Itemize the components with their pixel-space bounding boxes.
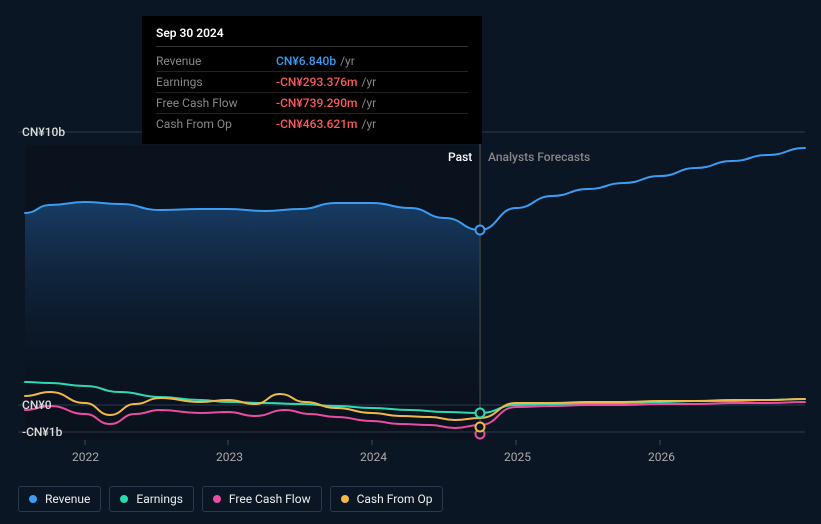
tooltip-row: Earnings -CN¥293.376m /yr (156, 72, 468, 93)
tooltip-row-label: Earnings (156, 75, 276, 89)
legend-label: Cash From Op (357, 492, 433, 506)
legend-item-cash-from-op[interactable]: Cash From Op (330, 486, 444, 512)
tooltip-row-value: -CN¥739.290m (276, 96, 358, 110)
legend-dot-icon (341, 495, 349, 503)
chart-tooltip: Sep 30 2024 Revenue CN¥6.840b /yr Earnin… (142, 16, 482, 144)
tooltip-row: Cash From Op -CN¥463.621m /yr (156, 114, 468, 134)
legend-dot-icon (120, 495, 128, 503)
x-label-0: 2022 (72, 450, 99, 464)
tooltip-row-unit: /yr (362, 96, 377, 110)
legend-label: Revenue (45, 492, 90, 506)
tooltip-row: Free Cash Flow -CN¥739.290m /yr (156, 93, 468, 114)
tooltip-row-value: -CN¥293.376m (276, 75, 358, 89)
tooltip-date: Sep 30 2024 (156, 26, 468, 47)
section-label-forecasts: Analysts Forecasts (488, 150, 590, 164)
tooltip-row-unit: /yr (340, 54, 355, 68)
financial-chart: Past Analysts Forecasts CN¥10b CN¥0 -CN¥… (0, 0, 821, 524)
y-label-2: -CN¥1b (22, 425, 62, 439)
y-label-1: CN¥0 (22, 398, 52, 412)
tooltip-row-unit: /yr (362, 75, 377, 89)
x-label-1: 2023 (216, 450, 243, 464)
legend-label: Free Cash Flow (229, 492, 311, 506)
legend-dot-icon (213, 495, 221, 503)
tooltip-row-label: Cash From Op (156, 117, 276, 131)
tooltip-row-label: Free Cash Flow (156, 96, 276, 110)
tooltip-row: Revenue CN¥6.840b /yr (156, 51, 468, 72)
y-label-0: CN¥10b (22, 125, 65, 139)
x-label-2: 2024 (360, 450, 387, 464)
x-label-4: 2026 (648, 450, 675, 464)
section-label-past: Past (448, 150, 472, 164)
tooltip-row-value: -CN¥463.621m (276, 117, 358, 131)
tooltip-row-unit: /yr (362, 117, 377, 131)
tooltip-row-label: Revenue (156, 54, 276, 68)
legend-item-earnings[interactable]: Earnings (109, 486, 194, 512)
x-label-3: 2025 (504, 450, 531, 464)
legend-item-free-cash-flow[interactable]: Free Cash Flow (202, 486, 322, 512)
legend-dot-icon (29, 495, 37, 503)
tooltip-row-value: CN¥6.840b (276, 54, 336, 68)
chart-legend: Revenue Earnings Free Cash Flow Cash Fro… (18, 486, 443, 512)
legend-item-revenue[interactable]: Revenue (18, 486, 101, 512)
legend-label: Earnings (136, 492, 183, 506)
